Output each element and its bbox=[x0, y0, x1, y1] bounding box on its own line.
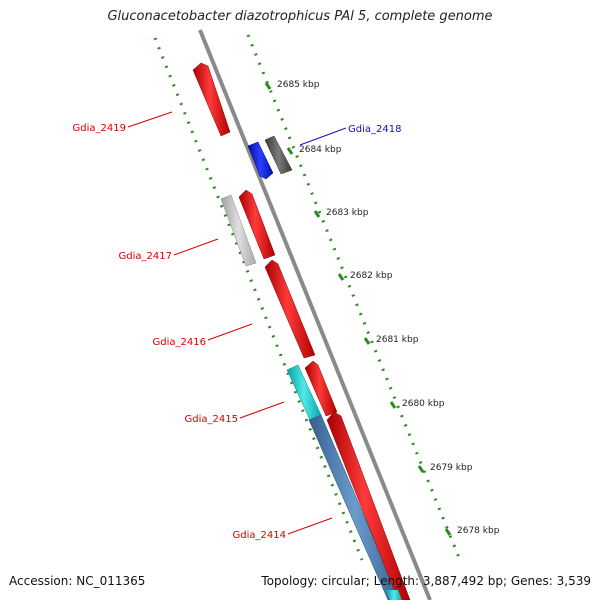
tick-label: 2679 kbp bbox=[430, 463, 473, 473]
major-tick bbox=[363, 337, 371, 345]
tick-label: 2680 kbp bbox=[402, 399, 445, 409]
major-ticks bbox=[264, 82, 452, 536]
major-tick bbox=[264, 82, 272, 90]
tick-label: 2678 kbp bbox=[457, 526, 500, 536]
inner-tick-track bbox=[153, 37, 364, 561]
label-gdia-2416[interactable]: Gdia_2416 bbox=[153, 337, 206, 348]
gene-gdia-2419[interactable] bbox=[192, 62, 231, 137]
label-gdia-2417[interactable]: Gdia_2417 bbox=[119, 251, 172, 262]
label-gdia-2418[interactable]: Gdia_2418 bbox=[348, 124, 401, 135]
major-tick bbox=[337, 273, 345, 281]
tick-label: 2682 kbp bbox=[350, 271, 393, 281]
tick-labels: 2685 kbp 2684 kbp 2683 kbp 2682 kbp 2681 kbp… bbox=[277, 80, 500, 536]
tick-label: 2681 kbp bbox=[376, 335, 419, 345]
gene-red-2415[interactable] bbox=[304, 360, 338, 417]
label-gdia-2419[interactable]: Gdia_2419 bbox=[73, 123, 126, 134]
major-tick bbox=[389, 401, 397, 409]
gene-red-2414[interactable] bbox=[326, 411, 411, 600]
major-tick bbox=[444, 528, 452, 536]
gene-gdia-2414[interactable] bbox=[308, 414, 401, 600]
label-leaders bbox=[127, 111, 347, 535]
gene-cyan-tail bbox=[386, 590, 402, 600]
tick-label: 2683 kbp bbox=[326, 208, 369, 218]
accession-text: Accession: NC_011365 bbox=[9, 574, 146, 588]
genome-backbone bbox=[198, 29, 432, 600]
gene-features bbox=[192, 62, 411, 600]
gene-gdia-2416[interactable] bbox=[264, 259, 316, 359]
gene-gdia-2418[interactable] bbox=[264, 135, 293, 175]
major-tick bbox=[417, 465, 425, 473]
tick-label: 2685 kbp bbox=[277, 80, 320, 90]
gene-red-2417[interactable] bbox=[238, 189, 276, 260]
gene-labels: Gdia_2419 Gdia_2418 Gdia_2417 Gdia_2416 … bbox=[73, 123, 402, 541]
gene-gdia-2417[interactable] bbox=[220, 194, 257, 267]
outer-tick-track bbox=[246, 34, 462, 561]
genome-summary-text: Topology: circular; Length: 3,887,492 bp… bbox=[261, 574, 591, 588]
major-tick bbox=[286, 147, 294, 155]
major-tick bbox=[313, 210, 321, 218]
label-gdia-2414[interactable]: Gdia_2414 bbox=[233, 530, 286, 541]
gene-blue-2418[interactable] bbox=[247, 141, 274, 180]
genome-title: Gluconacetobacter diazotrophicus PAl 5, … bbox=[107, 9, 493, 24]
tick-label: 2684 kbp bbox=[299, 145, 342, 155]
label-gdia-2415[interactable]: Gdia_2415 bbox=[185, 414, 238, 425]
